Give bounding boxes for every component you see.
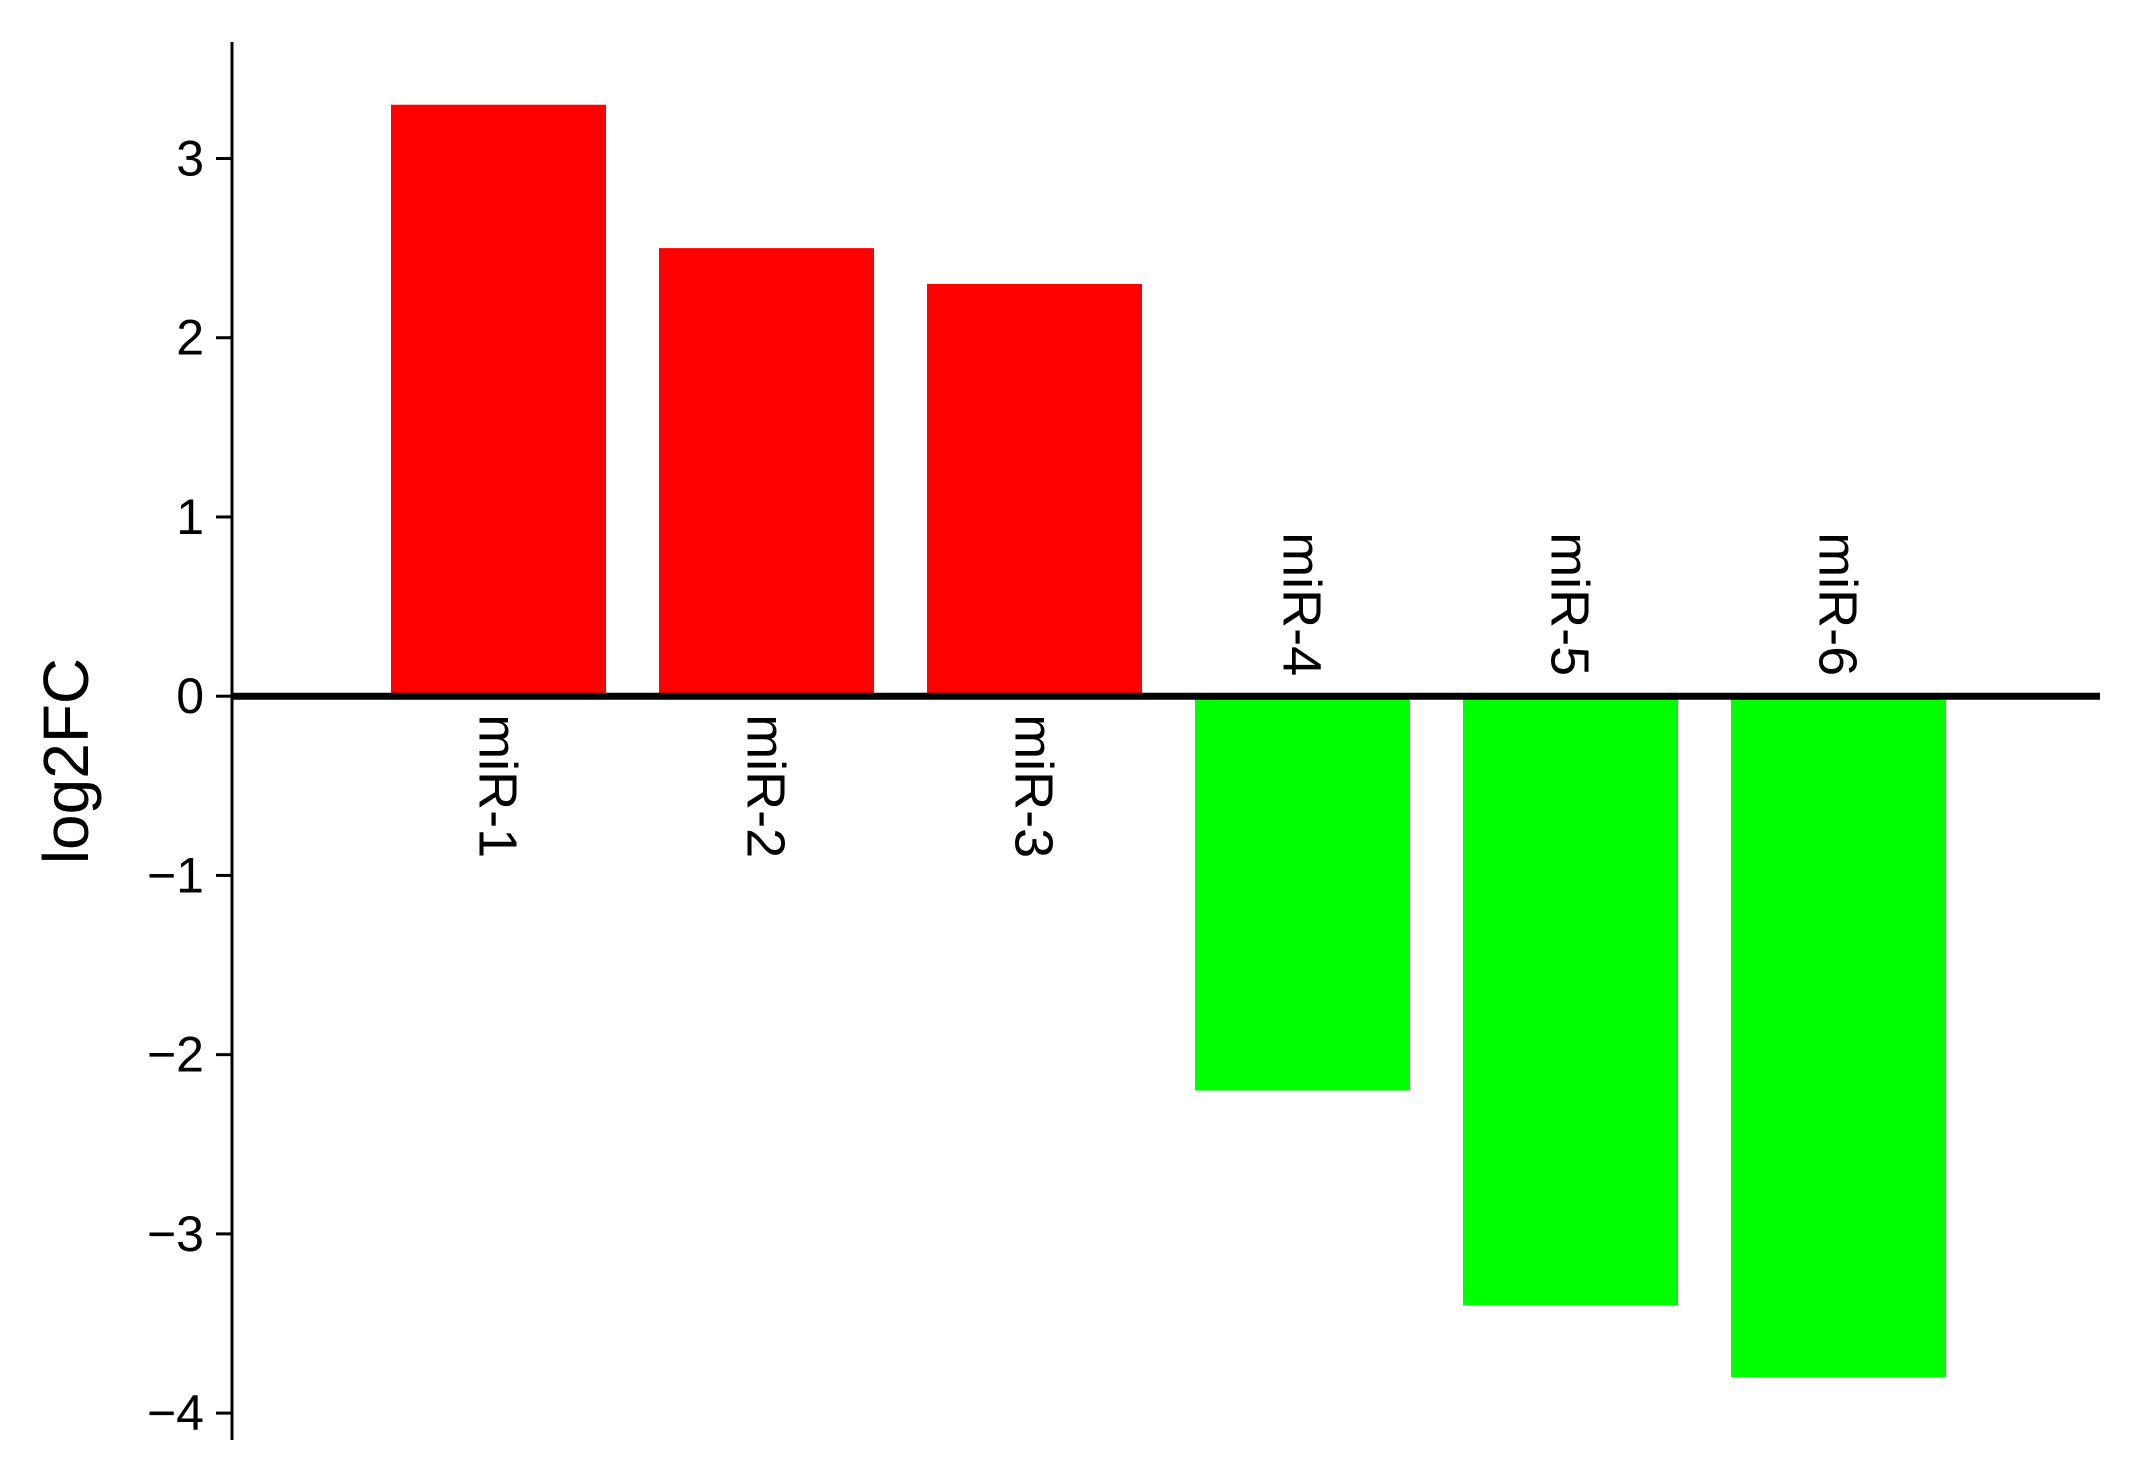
y-tick-label: −2: [147, 1027, 204, 1083]
bar-mir-6: [1731, 696, 1946, 1378]
category-label: miR-4: [1272, 532, 1332, 676]
y-tick-label: −1: [147, 847, 204, 903]
bars-group: [391, 104, 1946, 1378]
category-label: miR-2: [736, 714, 796, 858]
y-axis: 3 2 1 0 −1 −2 −3 −4: [147, 42, 234, 1441]
category-label: miR-6: [1808, 532, 1868, 676]
y-tick-label: 2: [176, 310, 204, 366]
y-tick-label: −4: [147, 1385, 204, 1441]
bar-mir-4: [1195, 696, 1410, 1091]
category-label: miR-5: [1540, 532, 1600, 676]
bar-mir-3: [927, 283, 1142, 697]
category-label: miR-1: [468, 714, 528, 858]
y-axis-title: log2FC: [30, 658, 102, 864]
y-tick-label: 0: [176, 668, 204, 724]
category-labels: miR-1 miR-2 miR-3 miR-4 miR-5 miR-6: [468, 532, 1868, 858]
category-label: miR-3: [1004, 714, 1064, 858]
y-tick-label: 3: [176, 131, 204, 187]
bar-mir-5: [1463, 696, 1678, 1306]
bar-mir-1: [391, 104, 606, 697]
bar-mir-2: [659, 248, 874, 697]
y-tick-label: 1: [176, 489, 204, 545]
y-tick-label: −3: [147, 1206, 204, 1262]
